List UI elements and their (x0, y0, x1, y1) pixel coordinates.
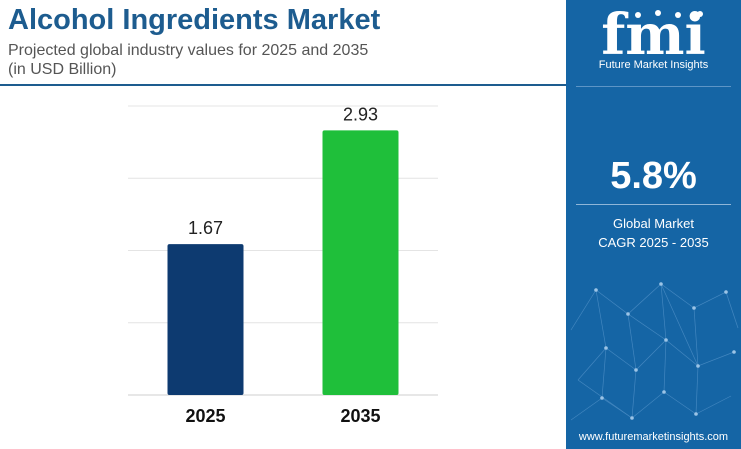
cagr-value: 5.8% (610, 155, 697, 197)
chart-panel: Alcohol Ingredients Market Projected glo… (0, 4, 566, 426)
logo-letters: fmi (601, 6, 706, 60)
cagr-label: Global Market CAGR 2025 - 2035 (566, 214, 741, 252)
title-divider (0, 84, 566, 86)
subtitle-line-1: Projected global industry values for 202… (8, 42, 369, 59)
sidebar: fmi Future Market Insights 5.8% Global M… (566, 0, 741, 449)
x-tick-label-2025: 2025 (185, 406, 225, 426)
page-subtitle: Projected global industry values for 202… (8, 41, 368, 79)
data-label-2035: 2.93 (343, 104, 378, 124)
subtitle-line-2: (in USD Billion) (8, 61, 117, 78)
cagr-label-line-2: CAGR 2025 - 2035 (598, 235, 709, 250)
logo-name: Future Market Insights (598, 59, 709, 71)
cagr-divider (576, 204, 731, 205)
website-link[interactable]: www.futuremarketinsights.com (578, 431, 729, 443)
bar-chart: 1.67 2025 2.93 2035 (128, 104, 438, 426)
x-tick-label-2035: 2035 (340, 406, 380, 426)
bar-2035 (322, 130, 399, 395)
fmi-logo: fmi (566, 2, 741, 68)
cagr-label-line-1: Global Market (613, 216, 694, 231)
data-label-2025: 1.67 (188, 218, 223, 238)
page-title: Alcohol Ingredients Market (8, 4, 381, 36)
network-graphic (570, 282, 739, 421)
bar-2025 (167, 244, 244, 395)
logo-divider (576, 86, 731, 87)
